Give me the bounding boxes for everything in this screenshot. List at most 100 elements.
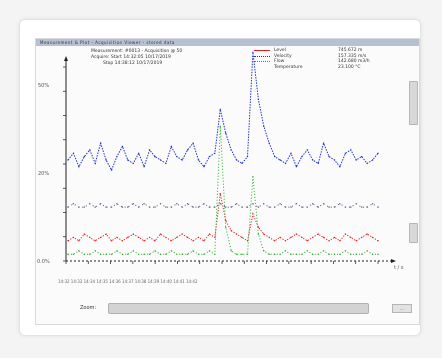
data-point-temperature <box>279 203 281 205</box>
data-point-level <box>252 213 254 215</box>
data-point-level <box>132 233 134 235</box>
data-point-flow <box>377 253 379 255</box>
plot-area[interactable] <box>36 39 419 289</box>
data-point-temperature <box>203 203 205 205</box>
data-point-flow <box>99 253 102 255</box>
data-point-velocity <box>154 155 156 158</box>
data-point-flow <box>89 253 91 255</box>
legend: Level 745.672 m Velocity 157.335 m/s Flo… <box>254 48 370 70</box>
data-point-level <box>99 236 102 239</box>
data-point-level <box>83 233 85 235</box>
data-point-level <box>344 233 347 235</box>
data-point-level <box>197 236 200 239</box>
options-button[interactable]: ... <box>392 304 412 313</box>
data-point-flow <box>181 253 183 255</box>
data-point-flow <box>350 253 352 255</box>
legend-item-temperature[interactable]: Temperature 23.100 °C <box>254 65 370 71</box>
data-point-velocity <box>301 155 303 158</box>
data-point-velocity <box>165 162 167 165</box>
data-point-flow <box>170 250 172 252</box>
data-point-velocity <box>105 159 107 161</box>
data-point-velocity <box>366 162 368 165</box>
vertical-scroll-thumb-top[interactable] <box>409 81 418 125</box>
data-point-velocity <box>279 159 281 161</box>
x-tick-labels: 14:32 14:33 14:34 14:35 14:36 14:37 14:3… <box>58 279 198 284</box>
data-point-level <box>89 236 91 239</box>
data-point-temperature <box>181 206 183 208</box>
data-point-level <box>78 240 80 242</box>
data-point-flow <box>127 253 129 255</box>
data-point-flow <box>295 253 298 255</box>
title-bar: Measurement & Plot - Acquisition Viewer … <box>36 39 419 46</box>
data-point-temperature <box>284 206 287 208</box>
legend-swatch-velocity <box>254 55 270 57</box>
data-point-temperature <box>132 203 134 205</box>
series-line-flow <box>68 126 378 256</box>
data-point-level <box>279 236 281 239</box>
data-point-flow <box>143 253 145 255</box>
legend-swatch-level <box>254 50 270 52</box>
data-point-flow <box>203 253 205 255</box>
data-point-level <box>105 233 107 235</box>
data-point-temperature <box>154 206 156 208</box>
data-point-temperature <box>165 206 167 208</box>
data-point-flow <box>328 253 330 255</box>
legend-item-velocity[interactable]: Velocity 157.335 m/s <box>254 54 370 60</box>
plot-window: Measurement & Plot - Acquisition Viewer … <box>35 38 420 325</box>
data-point-flow <box>94 250 96 252</box>
data-point-temperature <box>192 206 194 208</box>
data-point-temperature <box>225 206 227 208</box>
data-point-temperature <box>116 203 118 205</box>
data-point-level <box>317 233 319 235</box>
data-point-flow <box>257 233 260 235</box>
data-point-level <box>284 240 287 242</box>
data-point-level <box>263 233 265 235</box>
data-point-temperature <box>176 203 178 205</box>
data-point-velocity <box>235 159 238 161</box>
data-point-temperature <box>186 203 189 205</box>
x-axis-end-label: t / s <box>394 265 404 271</box>
legend-label: Temperature <box>274 64 303 70</box>
data-point-temperature <box>366 206 368 208</box>
data-point-velocity <box>328 155 330 158</box>
vertical-scrollbar[interactable] <box>409 81 418 286</box>
data-point-flow <box>361 253 363 255</box>
data-point-flow <box>105 253 107 255</box>
data-point-flow <box>138 253 140 255</box>
data-point-velocity <box>72 152 75 154</box>
data-point-velocity <box>263 125 265 128</box>
data-point-velocity <box>67 159 69 161</box>
data-point-temperature <box>159 203 162 205</box>
data-point-flow <box>197 253 200 255</box>
data-point-flow <box>366 250 368 252</box>
data-point-level <box>165 236 167 239</box>
data-point-velocity <box>170 145 172 148</box>
data-point-velocity <box>361 155 363 158</box>
data-point-velocity <box>94 162 96 165</box>
vertical-scroll-thumb-bottom[interactable] <box>409 223 418 243</box>
data-point-level <box>181 233 183 235</box>
data-point-flow <box>132 250 134 252</box>
data-point-level <box>110 240 113 242</box>
data-point-flow <box>263 250 265 252</box>
data-point-flow <box>290 253 292 255</box>
legend-item-level[interactable]: Level 745.672 m <box>254 48 370 54</box>
data-point-velocity <box>322 142 325 144</box>
data-point-level <box>192 240 194 242</box>
data-point-temperature <box>350 206 352 208</box>
data-point-velocity <box>257 98 260 101</box>
legend-label: Velocity <box>274 53 292 59</box>
horizontal-scrollbar[interactable] <box>108 303 369 314</box>
data-point-level <box>339 240 341 242</box>
data-point-level <box>127 236 129 239</box>
data-point-velocity <box>371 159 374 161</box>
data-point-temperature <box>105 206 107 208</box>
data-point-velocity <box>176 155 178 158</box>
data-point-flow <box>225 226 227 228</box>
data-point-velocity <box>355 159 357 161</box>
data-point-flow <box>274 253 276 255</box>
data-point-level <box>246 240 249 242</box>
legend-item-flow[interactable]: Flow 142.680 m3/h <box>254 59 370 65</box>
data-point-flow <box>219 125 221 128</box>
data-point-velocity <box>197 159 200 161</box>
